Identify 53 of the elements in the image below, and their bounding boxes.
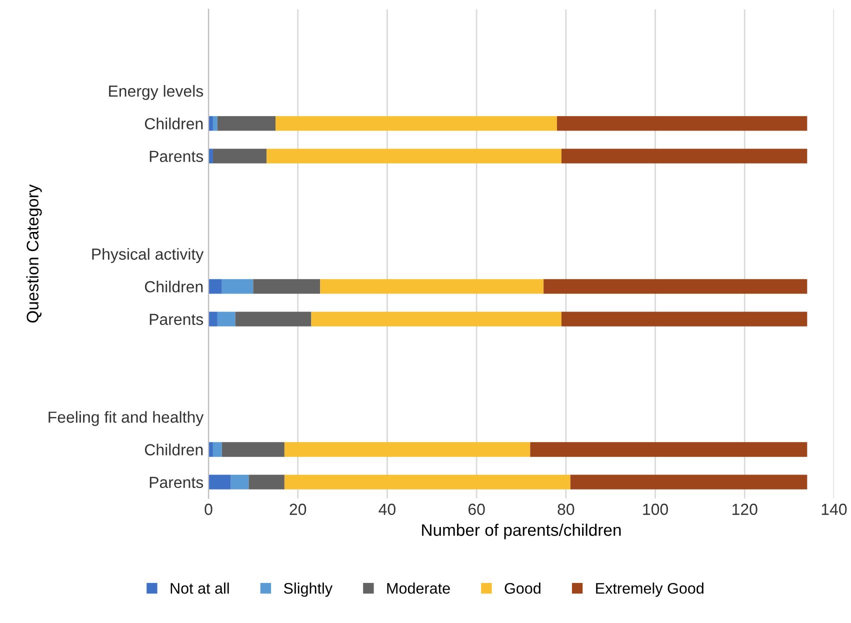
- bar: [570, 474, 808, 490]
- x-tick-label: 100: [643, 504, 668, 515]
- bar: [222, 279, 254, 294]
- y-tick-label: Parents: [150, 150, 204, 162]
- bar: [284, 474, 570, 490]
- bar: [212, 148, 267, 164]
- bar: [208, 442, 213, 457]
- bar: [561, 312, 808, 326]
- y-tick-label: Children: [144, 280, 203, 292]
- bar: [212, 442, 222, 457]
- bar: [530, 442, 808, 457]
- bar: [208, 474, 231, 490]
- bar: [248, 474, 284, 490]
- y-tick-label: Energy levels: [109, 85, 204, 100]
- bar: [235, 312, 312, 326]
- bar: [222, 442, 284, 457]
- x-tick-label: 60: [468, 504, 485, 515]
- x-axis-title: Number of parents/children: [422, 524, 621, 540]
- x-tick-label: 120: [732, 504, 758, 515]
- bar: [561, 148, 808, 164]
- legend-label: Slightly: [284, 582, 333, 597]
- bar: [320, 279, 544, 294]
- legend-label: Not at all: [170, 582, 229, 594]
- y-tick-label: Feeling fit and healthy: [48, 411, 204, 426]
- bar: [266, 148, 562, 164]
- y-tick-label: Physical activity: [92, 248, 204, 263]
- x-tick-label: 0: [204, 504, 212, 515]
- legend-label: Good: [504, 582, 540, 594]
- y-tick-label: Children: [144, 118, 203, 130]
- x-tick-label: 80: [558, 504, 574, 515]
- y-tick-label: Parents: [150, 476, 204, 488]
- y-tick-label: Children: [144, 444, 203, 456]
- bar: [544, 279, 808, 294]
- bar: [208, 279, 222, 294]
- bar: [230, 474, 249, 490]
- x-tick-label: 140: [822, 504, 847, 515]
- bar: [556, 116, 808, 131]
- y-tick-label: Parents: [150, 314, 204, 326]
- bar: [208, 148, 213, 164]
- bar: [217, 312, 236, 326]
- bar: [217, 116, 276, 131]
- bar: [311, 312, 562, 326]
- x-tick-label: 20: [290, 504, 306, 515]
- bar: [276, 116, 557, 131]
- bar: [208, 312, 218, 326]
- bar: [212, 116, 218, 131]
- bar: [253, 279, 320, 294]
- legend-label: Moderate: [387, 582, 450, 594]
- x-tick-label: 40: [378, 504, 396, 515]
- y-axis-title: Question Category: [26, 184, 42, 323]
- legend-label: Extremely Good: [596, 582, 704, 597]
- bar: [208, 116, 213, 131]
- bar: [284, 442, 530, 457]
